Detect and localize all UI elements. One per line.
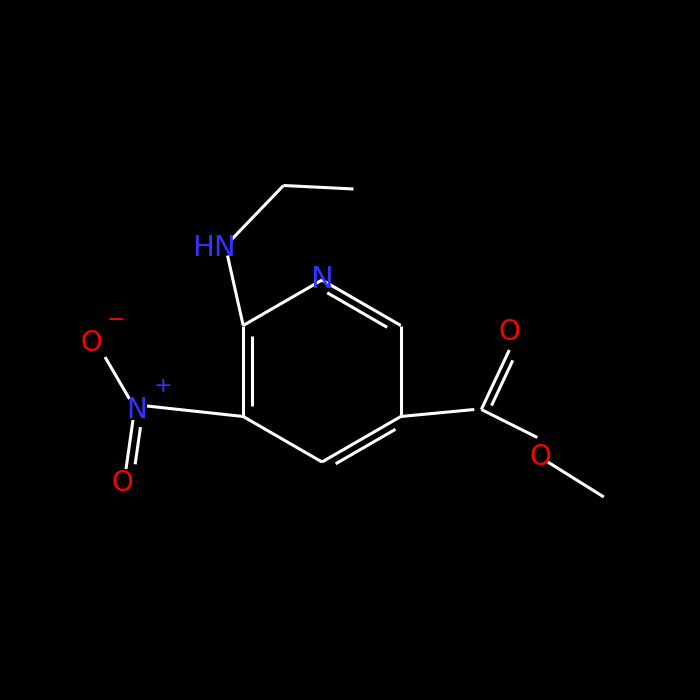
Text: O: O — [530, 443, 552, 471]
Text: N: N — [311, 265, 333, 295]
Text: −: − — [106, 310, 125, 330]
Text: HN: HN — [192, 234, 235, 262]
Text: O: O — [111, 469, 134, 497]
Text: N: N — [126, 395, 147, 423]
Text: O: O — [80, 329, 102, 357]
Text: +: + — [154, 375, 173, 396]
Text: O: O — [498, 318, 520, 346]
